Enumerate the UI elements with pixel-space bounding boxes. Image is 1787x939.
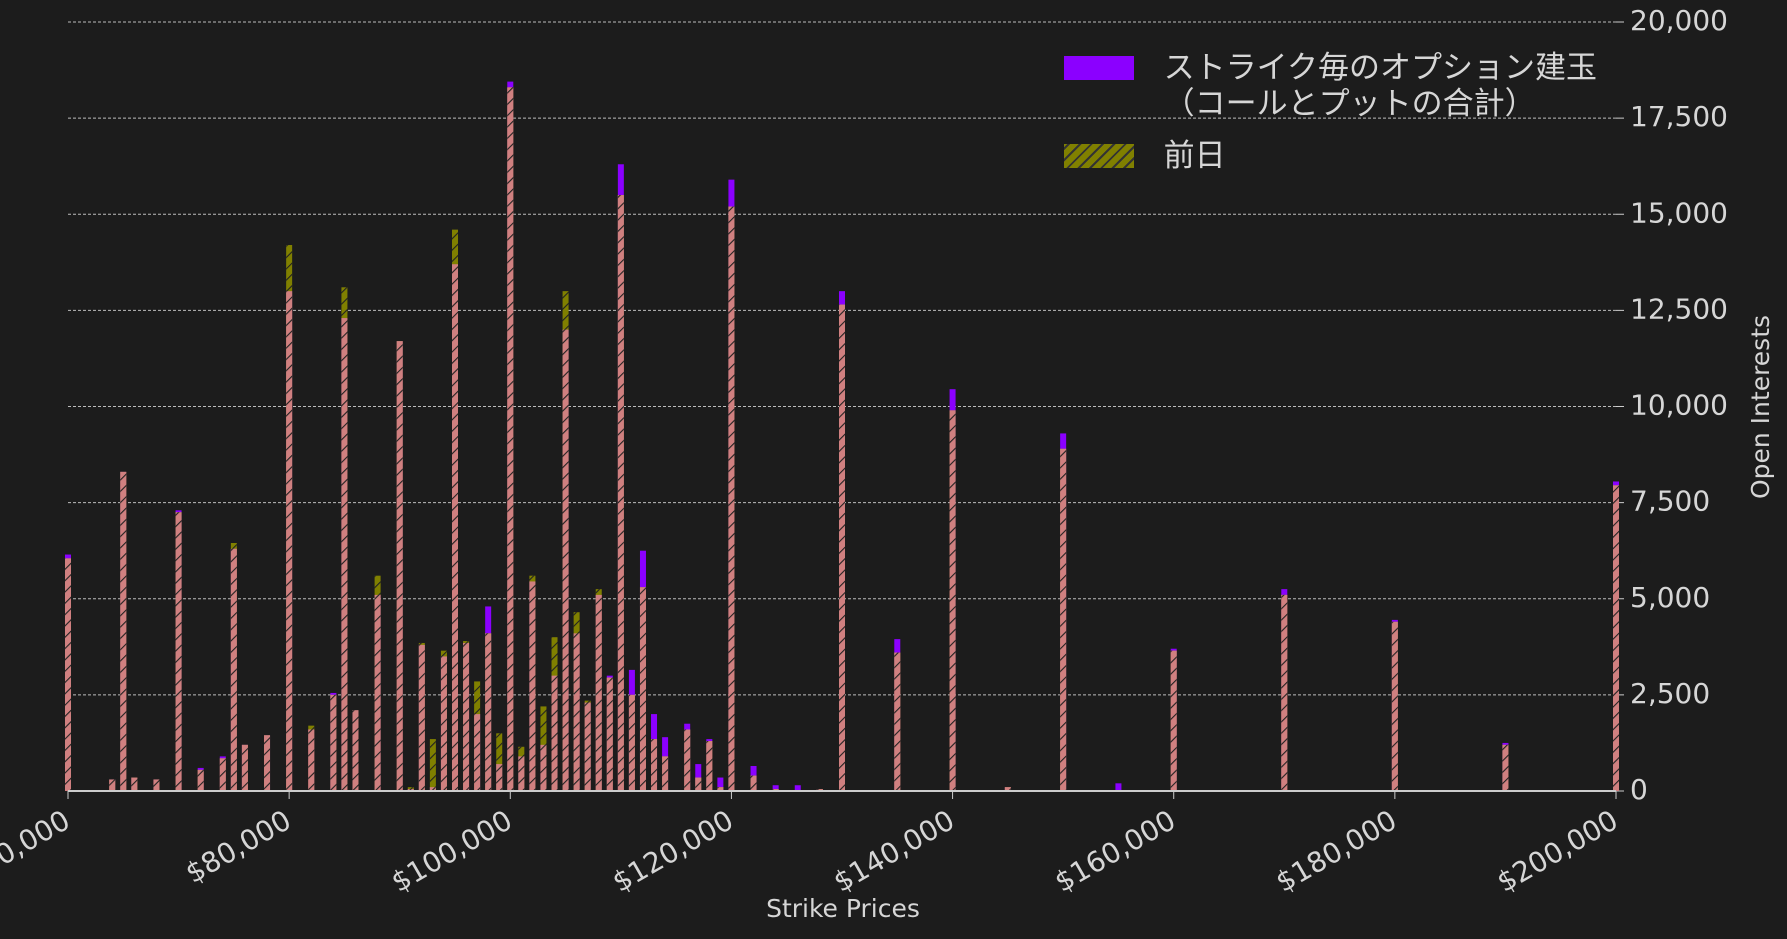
x-tick-label: $100,000 [386, 803, 518, 898]
y-tick-label: 12,500 [1630, 292, 1728, 325]
bar-overlap-hatch [684, 729, 691, 791]
bar-current [794, 785, 801, 791]
bar-overlap-hatch [330, 694, 337, 791]
x-tick-label: $200,000 [1491, 803, 1623, 898]
bar-overlap-hatch [341, 318, 348, 791]
bar-overlap-hatch [949, 410, 956, 791]
bar-overlap-hatch [485, 633, 492, 791]
bar-overlap-hatch [241, 744, 248, 791]
bar-overlap-hatch [230, 548, 237, 791]
y-tick-label: 5,000 [1630, 581, 1710, 614]
bar-overlap-hatch [540, 744, 547, 791]
bar-overlap-hatch [728, 206, 735, 791]
bar-overlap-hatch [153, 779, 160, 791]
bar-overlap-hatch [219, 758, 226, 791]
bar-overlap-hatch [452, 264, 458, 791]
x-tick-label: $80,000 [180, 803, 297, 889]
bar-overlap-hatch [1004, 787, 1011, 791]
bar-current [717, 777, 724, 791]
bar-overlap-hatch [617, 195, 624, 791]
legend: ストライク毎のオプション建玉 （コールとプットの合計） 前日 [1063, 50, 1597, 190]
bar-overlap-hatch [463, 642, 470, 791]
y-axis-label: Open Interests [1746, 315, 1775, 499]
bar-overlap-hatch [717, 787, 724, 791]
bar-overlap-hatch [662, 756, 669, 791]
legend-swatch [1063, 144, 1134, 168]
bar-overlap-hatch [374, 594, 381, 791]
y-tick-label: 17,500 [1630, 100, 1728, 133]
legend-item: 前日 [1063, 138, 1597, 174]
bar-overlap-hatch [595, 594, 602, 791]
bar-overlap-hatch [496, 764, 503, 791]
bar-overlap-hatch [750, 775, 757, 791]
bar-overlap-hatch [286, 291, 293, 791]
bar-overlap-hatch [518, 756, 525, 791]
bar-overlap-hatch [418, 644, 425, 791]
bar-overlap-hatch [1391, 621, 1398, 791]
legend-swatch [1063, 56, 1134, 80]
bar-overlap-hatch [308, 729, 315, 791]
bar-overlap-hatch [175, 512, 182, 791]
y-tick-label: 0 [1630, 773, 1648, 806]
bar-overlap-hatch [1281, 594, 1288, 791]
bar-overlap-hatch [706, 741, 713, 791]
legend-label: ストライク毎のオプション建玉 （コールとプットの合計） [1163, 50, 1597, 122]
bar-overlap-hatch [562, 329, 569, 791]
bar-overlap-hatch [1613, 485, 1619, 791]
y-tick-label: 7,500 [1630, 485, 1710, 518]
bar-overlap-hatch [551, 675, 558, 791]
bar-overlap-hatch [197, 769, 204, 791]
legend-item: ストライク毎のオプション建玉 （コールとプットの合計） [1063, 50, 1597, 122]
bar-overlap-hatch [894, 652, 901, 791]
bar-overlap-hatch [474, 714, 481, 791]
y-tick-label: 10,000 [1630, 389, 1728, 422]
y-tick-label: 15,000 [1630, 196, 1728, 229]
x-tick-label: $60,000 [0, 803, 76, 889]
bar-overlap-hatch [396, 341, 403, 791]
bar-overlap-hatch [1060, 448, 1067, 791]
bar-overlap-hatch [429, 787, 436, 791]
bar-overlap-hatch [440, 656, 447, 791]
bar-overlap-hatch [839, 304, 845, 791]
bar-overlap-hatch [1170, 650, 1177, 791]
bar-overlap-hatch [131, 777, 138, 791]
bar-overlap-hatch [1502, 744, 1509, 791]
bar-overlap-hatch [573, 633, 580, 791]
bar-overlap-hatch [695, 777, 702, 791]
bar-overlap-hatch [651, 739, 658, 791]
bar-current [1115, 783, 1122, 791]
y-tick-label: 2,500 [1630, 677, 1710, 710]
x-axis-label: Strike Prices [766, 894, 920, 923]
legend-label: 前日 [1163, 138, 1226, 174]
x-tick-label: $180,000 [1270, 803, 1402, 898]
bar-overlap-hatch [65, 558, 71, 791]
bar-overlap-hatch [507, 87, 514, 792]
x-tick-label: $120,000 [607, 803, 739, 898]
bar-overlap-hatch [628, 694, 635, 791]
bar-current [772, 785, 779, 791]
x-tick-label: $140,000 [828, 803, 960, 898]
bar-overlap-hatch [639, 587, 646, 791]
bar-overlap-hatch [352, 710, 359, 791]
bar-overlap-hatch [109, 779, 116, 791]
bar-overlap-hatch [584, 702, 591, 791]
bar-overlap-hatch [606, 677, 613, 791]
x-tick-label: $160,000 [1049, 803, 1181, 898]
bar-overlap-hatch [264, 735, 271, 791]
bar-overlap-hatch [529, 581, 536, 791]
y-tick-label: 20,000 [1630, 4, 1728, 37]
bar-previous-hatch [496, 733, 503, 791]
bar-previous-hatch [429, 739, 436, 791]
bar-overlap-hatch [120, 471, 127, 791]
